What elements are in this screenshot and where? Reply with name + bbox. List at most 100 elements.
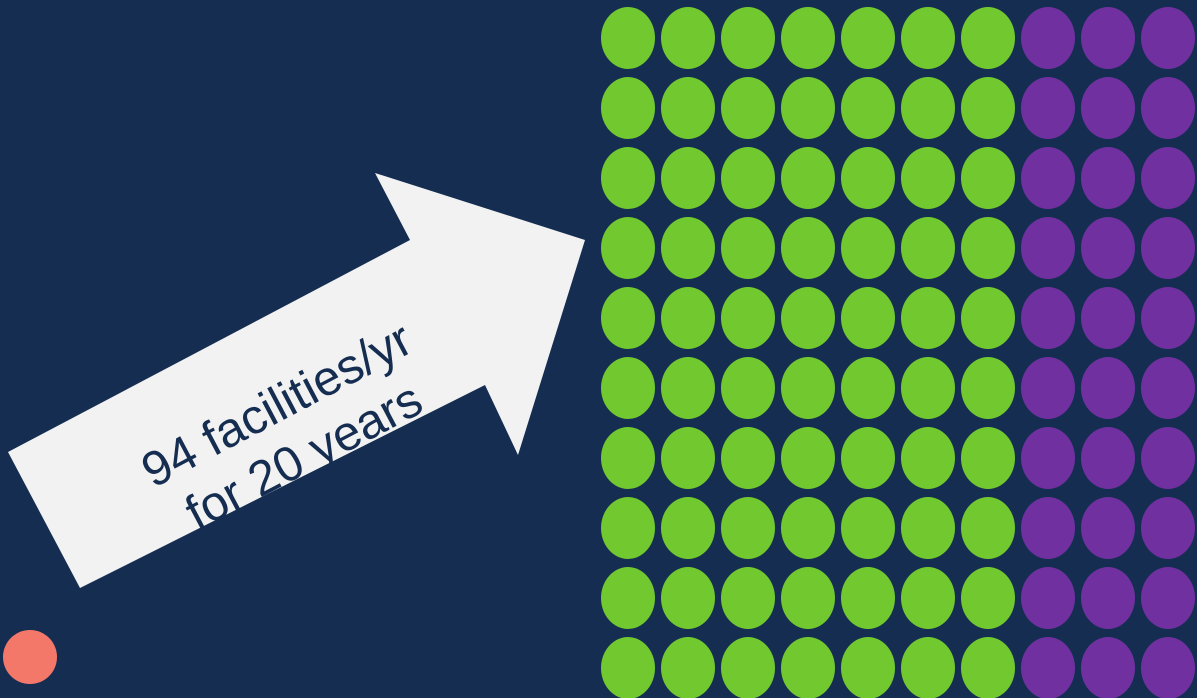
green-facility-dot [961,287,1015,349]
green-facility-dot [781,287,835,349]
green-facility-dot [901,77,955,139]
green-facility-dot [961,497,1015,559]
green-facility-dot [661,7,715,69]
purple-facility-dot [1021,7,1075,69]
purple-facility-dot [1021,497,1075,559]
green-facility-dot [661,287,715,349]
purple-facility-dot [1081,217,1135,279]
green-facility-dot [781,567,835,629]
green-facility-dot [601,567,655,629]
green-facility-dot [601,497,655,559]
purple-facility-dot [1021,217,1075,279]
green-facility-dot [901,7,955,69]
green-facility-dot [661,497,715,559]
green-facility-dot [721,147,775,209]
purple-facility-dot [1081,567,1135,629]
green-facility-dot [781,637,835,698]
green-facility-dot [661,637,715,698]
purple-facility-dot [1141,427,1195,489]
green-facility-dot [781,7,835,69]
green-facility-dot [721,357,775,419]
purple-facility-dot [1021,427,1075,489]
green-facility-dot [661,357,715,419]
green-facility-dot [961,427,1015,489]
green-facility-dot [901,497,955,559]
green-facility-dot [841,357,895,419]
green-facility-dot [841,217,895,279]
purple-facility-dot [1141,77,1195,139]
green-facility-dot [841,287,895,349]
green-facility-dot [901,217,955,279]
purple-facility-dot [1081,77,1135,139]
purple-facility-dot [1021,147,1075,209]
purple-facility-dot [1081,357,1135,419]
facility-dot-grid [601,7,1195,698]
green-facility-dot [901,567,955,629]
purple-facility-dot [1021,287,1075,349]
green-facility-dot [721,217,775,279]
growth-arrow: 94 facilities/yr for 20 years [8,173,585,588]
green-facility-dot [601,427,655,489]
single-facility-dot [3,630,57,684]
green-facility-dot [721,427,775,489]
purple-facility-dot [1081,497,1135,559]
green-facility-dot [841,7,895,69]
purple-facility-dot [1081,7,1135,69]
green-facility-dot [721,637,775,698]
green-facility-dot [961,567,1015,629]
arrow-shape [8,173,585,588]
green-facility-dot [901,357,955,419]
green-facility-dot [721,7,775,69]
purple-facility-dot [1021,637,1075,698]
purple-facility-dot [1081,287,1135,349]
green-facility-dot [721,567,775,629]
green-facility-dot [961,7,1015,69]
green-facility-dot [601,147,655,209]
purple-facility-dot [1141,567,1195,629]
green-facility-dot [901,147,955,209]
green-facility-dot [841,77,895,139]
green-facility-dot [961,637,1015,698]
green-facility-dot [661,217,715,279]
purple-facility-dot [1141,637,1195,698]
green-facility-dot [841,427,895,489]
purple-facility-dot [1081,147,1135,209]
purple-facility-dot [1141,357,1195,419]
purple-facility-dot [1021,357,1075,419]
green-facility-dot [961,77,1015,139]
green-facility-dot [661,567,715,629]
green-facility-dot [661,77,715,139]
purple-facility-dot [1021,77,1075,139]
green-facility-dot [781,497,835,559]
green-facility-dot [721,497,775,559]
green-facility-dot [661,147,715,209]
green-facility-dot [601,77,655,139]
green-facility-dot [841,497,895,559]
green-facility-dot [721,77,775,139]
green-facility-dot [961,147,1015,209]
green-facility-dot [781,77,835,139]
green-facility-dot [601,357,655,419]
green-facility-dot [901,427,955,489]
green-facility-dot [781,427,835,489]
purple-facility-dot [1141,287,1195,349]
green-facility-dot [901,637,955,698]
purple-facility-dot [1141,147,1195,209]
purple-facility-dot [1081,637,1135,698]
purple-facility-dot [1081,427,1135,489]
purple-facility-dot [1021,567,1075,629]
green-facility-dot [781,357,835,419]
green-facility-dot [721,287,775,349]
green-facility-dot [601,287,655,349]
green-facility-dot [841,637,895,698]
green-facility-dot [781,147,835,209]
green-facility-dot [961,217,1015,279]
green-facility-dot [601,7,655,69]
green-facility-dot [961,357,1015,419]
green-facility-dot [781,217,835,279]
green-facility-dot [901,287,955,349]
green-facility-dot [661,427,715,489]
green-facility-dot [841,567,895,629]
